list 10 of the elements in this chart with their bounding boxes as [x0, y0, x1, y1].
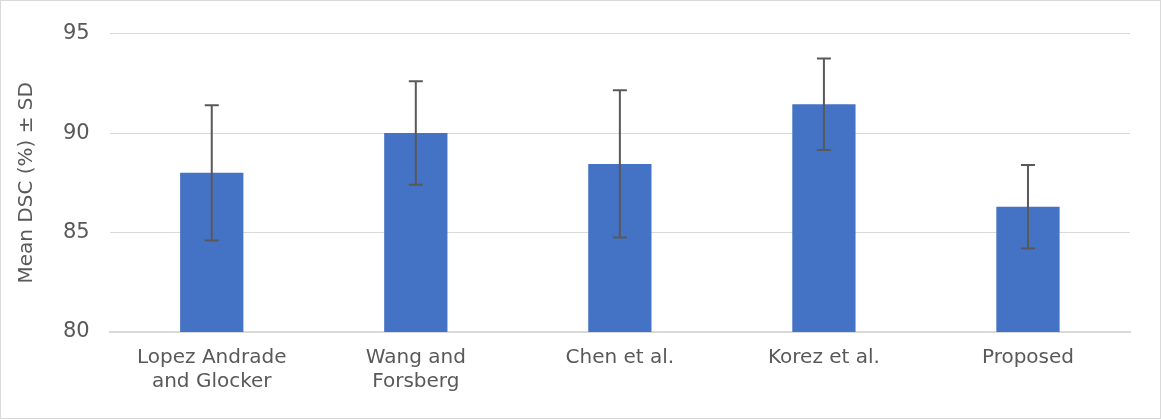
- y-tick-label: 95: [62, 20, 90, 45]
- x-tick-label: Chen et al.: [565, 344, 675, 369]
- y-tick-label: 80: [62, 318, 90, 343]
- y-tick-label: 90: [62, 119, 90, 144]
- y-axis-title: Mean DSC (%) ± SD: [13, 82, 38, 284]
- x-tick-label: Korez et al.: [767, 344, 880, 369]
- x-tick-label: Wang and Forsberg: [365, 344, 466, 393]
- y-tick-label: 85: [62, 218, 90, 243]
- x-tick-label: Proposed: [981, 344, 1075, 369]
- x-tick-label: Lopez Andrade and Glocker: [137, 344, 287, 393]
